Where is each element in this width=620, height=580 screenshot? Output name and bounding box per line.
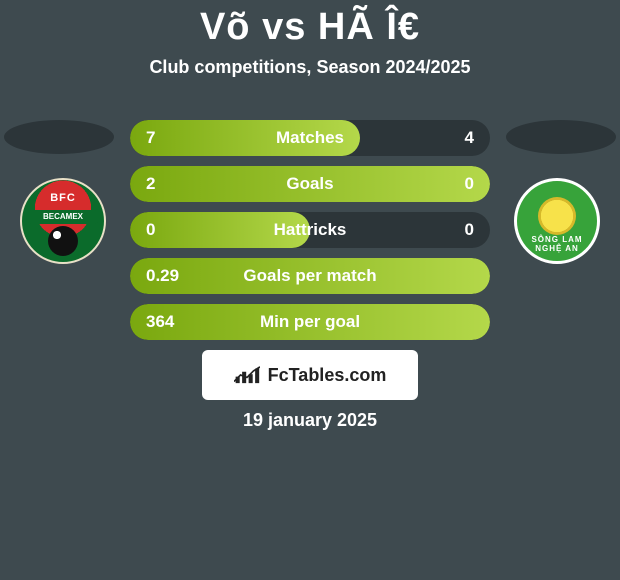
stat-label: Min per goal: [260, 312, 360, 332]
player-silhouette-left: [4, 120, 114, 154]
stat-label: Matches: [276, 128, 344, 148]
player-silhouette-right: [506, 120, 616, 154]
slna-badge-icon: SÔNG LAM NGHỆ AN: [514, 178, 600, 264]
bar-chart-icon: [234, 365, 260, 385]
stat-left-value: 0.29: [146, 266, 179, 286]
brand-label: FcTables.com: [268, 365, 387, 386]
slna-badge-text: SÔNG LAM NGHỆ AN: [517, 235, 597, 253]
stat-left-value: 7: [146, 128, 155, 148]
stat-left-value: 0: [146, 220, 155, 240]
comparison-card: Võ vs HÃ Î€ Club competitions, Season 20…: [0, 0, 620, 580]
stat-row: 7 Matches 4: [130, 120, 490, 156]
page-subtitle: Club competitions, Season 2024/2025: [0, 57, 620, 78]
stat-right-value: 0: [465, 220, 474, 240]
stat-label: Goals per match: [243, 266, 376, 286]
stat-row: 0 Hattricks 0: [130, 212, 490, 248]
stat-right-value: 4: [465, 128, 474, 148]
stats-container: 7 Matches 4 2 Goals 0 0 Hattricks 0 0.29 Goals per…: [130, 120, 490, 350]
bfc-badge-text: BFC: [50, 192, 76, 204]
stat-row: 0.29 Goals per match: [130, 258, 490, 294]
club-badge-right: SÔNG LAM NGHỆ AN: [514, 178, 600, 264]
date-label: 19 january 2025: [0, 410, 620, 431]
page-title: Võ vs HÃ Î€: [0, 0, 620, 49]
stat-left-value: 364: [146, 312, 174, 332]
bfc-badge-ribbon: BECAMEX: [28, 210, 98, 224]
brand-badge[interactable]: FcTables.com: [202, 350, 418, 400]
club-badge-left: BFC BECAMEX: [20, 178, 106, 264]
bfc-badge-icon: BFC BECAMEX: [20, 178, 106, 264]
stat-label: Goals: [286, 174, 333, 194]
stat-row: 364 Min per goal: [130, 304, 490, 340]
stat-left-value: 2: [146, 174, 155, 194]
stat-label: Hattricks: [274, 220, 347, 240]
stat-row: 2 Goals 0: [130, 166, 490, 202]
stat-right-value: 0: [465, 174, 474, 194]
